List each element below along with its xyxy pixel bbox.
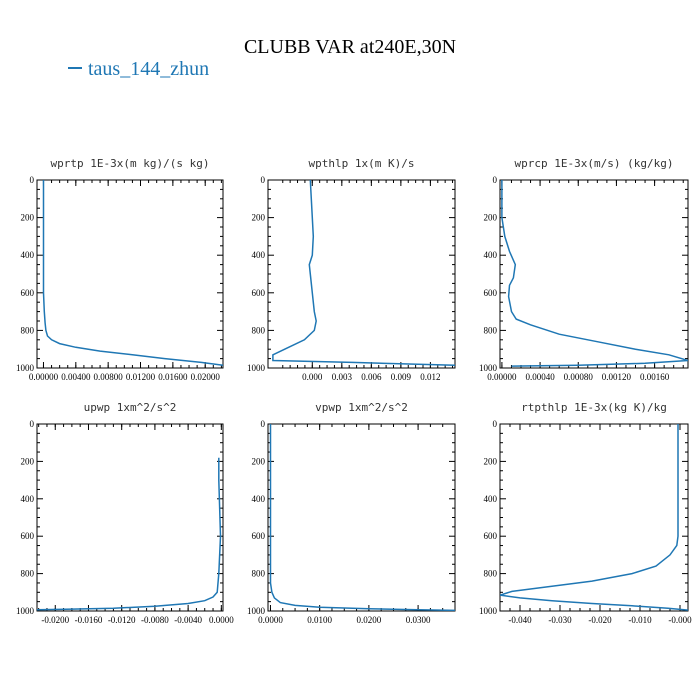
x-tick-label: 0.000 bbox=[302, 372, 323, 382]
y-tick-label: 800 bbox=[21, 569, 35, 579]
y-tick-label: 800 bbox=[252, 569, 266, 579]
x-tick-label: 0.01600 bbox=[158, 372, 188, 382]
x-tick-label: 0.00080 bbox=[564, 372, 594, 382]
y-tick-label: 1000 bbox=[479, 363, 498, 373]
legend-label: taus_144_zhun bbox=[88, 58, 210, 80]
y-tick-label: 600 bbox=[21, 288, 35, 298]
y-tick-label: 600 bbox=[252, 531, 266, 541]
series-line bbox=[501, 180, 688, 367]
panel-title: vpwp 1xm^2/s^2 bbox=[315, 401, 408, 414]
y-tick-label: 800 bbox=[21, 325, 35, 335]
plot-frame bbox=[499, 179, 689, 369]
y-tick-label: 0 bbox=[30, 419, 35, 429]
plot-frame bbox=[499, 423, 689, 612]
x-tick-label: 0.0100 bbox=[307, 615, 332, 625]
x-tick-label: -0.040 bbox=[508, 615, 532, 625]
panel-6: rtpthlp 1E-3x(kg K)/kg02004006008001000-… bbox=[479, 401, 692, 625]
x-tick-label: -0.030 bbox=[548, 615, 572, 625]
x-tick-label: -0.0080 bbox=[141, 615, 169, 625]
series-line bbox=[500, 424, 688, 611]
y-tick-label: 600 bbox=[21, 531, 35, 541]
series-line bbox=[42, 180, 223, 366]
y-tick-label: 600 bbox=[252, 288, 266, 298]
x-tick-label: 0.00000 bbox=[29, 372, 59, 382]
x-tick-label: 0.00800 bbox=[94, 372, 124, 382]
y-tick-label: 0 bbox=[493, 419, 498, 429]
panel-1: wprtp 1E-3x(m kg)/(s kg) 0 200 400 600 800 100… bbox=[16, 157, 224, 382]
series-line bbox=[272, 180, 455, 366]
y-tick-label: 600 bbox=[484, 531, 498, 541]
panel-2: wpthlp 1x(m K)/s 0 200 400 600 800 1000 0.000 0.… bbox=[247, 157, 456, 382]
x-tick-label: 0.006 bbox=[361, 372, 382, 382]
y-tick-label: 1000 bbox=[479, 606, 498, 616]
x-tick-label: 0.003 bbox=[332, 372, 353, 382]
panel-title: upwp 1xm^2/s^2 bbox=[84, 401, 177, 414]
x-tick-label: 0.009 bbox=[391, 372, 412, 382]
y-tick-label: 0 bbox=[30, 175, 35, 185]
series-line bbox=[269, 424, 455, 611]
y-tick-label: 200 bbox=[21, 456, 35, 466]
x-tick-label: 0.00000 bbox=[487, 372, 517, 382]
y-tick-label: 1000 bbox=[247, 363, 266, 373]
legend: taus_144_zhun bbox=[68, 58, 209, 81]
x-tick-label: 0.0300 bbox=[406, 615, 431, 625]
y-tick-label: 200 bbox=[484, 456, 498, 466]
y-tick-label: 1000 bbox=[16, 606, 35, 616]
plot-frame bbox=[36, 179, 224, 369]
x-tick-label: -0.0160 bbox=[75, 615, 103, 625]
x-tick-label: 0.0200 bbox=[357, 615, 382, 625]
legend-line-swatch bbox=[68, 67, 82, 70]
y-tick-label: 200 bbox=[252, 456, 266, 466]
x-tick-label: 0.02000 bbox=[191, 372, 221, 382]
y-tick-label: 800 bbox=[252, 325, 266, 335]
x-tick-label: 0.0000 bbox=[209, 615, 234, 625]
x-tick-label: -0.010 bbox=[628, 615, 652, 625]
plot-frame bbox=[267, 179, 456, 369]
y-tick-label: 200 bbox=[252, 213, 266, 223]
y-tick-label: 400 bbox=[252, 250, 266, 260]
panel-4: upwp 1xm^2/s^2 0 200 400 600 800 1000 -0.0200 -0… bbox=[16, 401, 234, 625]
y-tick-label: 800 bbox=[484, 325, 498, 335]
plot-frame bbox=[267, 423, 456, 612]
x-tick-label: -0.0120 bbox=[108, 615, 136, 625]
y-tick-label: 400 bbox=[252, 494, 266, 504]
y-tick-label: 0 bbox=[261, 175, 266, 185]
x-tick-label: 0.00400 bbox=[61, 372, 91, 382]
x-tick-label: 0.00120 bbox=[602, 372, 632, 382]
y-tick-label: 600 bbox=[484, 288, 498, 298]
x-tick-label: 0.00040 bbox=[525, 372, 555, 382]
figure-title: CLUBB VAR at240E,30N bbox=[243, 36, 457, 58]
x-tick-label: -0.020 bbox=[588, 615, 612, 625]
plot-frame bbox=[36, 423, 224, 612]
panel-3: wprcp 1E-3x(m/s) (kg/kg) 0 200 400 600 800 100… bbox=[479, 157, 689, 382]
y-tick-label: 1000 bbox=[247, 606, 266, 616]
x-tick-label: 0.0000 bbox=[258, 615, 283, 625]
x-tick-label: -0.0200 bbox=[41, 615, 69, 625]
y-tick-label: 0 bbox=[261, 419, 266, 429]
series-line bbox=[37, 457, 222, 611]
y-tick-label: 800 bbox=[484, 569, 498, 579]
x-tick-label: 0.00160 bbox=[640, 372, 670, 382]
panel-title: wprcp 1E-3x(m/s) (kg/kg) bbox=[515, 157, 674, 170]
y-tick-label: 200 bbox=[21, 213, 35, 223]
y-tick-label: 400 bbox=[484, 250, 498, 260]
y-tick-label: 200 bbox=[484, 213, 498, 223]
y-tick-label: 0 bbox=[493, 175, 498, 185]
y-tick-label: 400 bbox=[21, 494, 35, 504]
x-tick-label: -0.0040 bbox=[174, 615, 202, 625]
x-tick-label: 0.01200 bbox=[126, 372, 156, 382]
y-tick-label: 1000 bbox=[16, 363, 35, 373]
y-tick-label: 400 bbox=[21, 250, 35, 260]
x-tick-label: -0.000 bbox=[668, 615, 692, 625]
panel-title: rtpthlp 1E-3x(kg K)/kg bbox=[521, 401, 667, 414]
x-tick-label: 0.012 bbox=[420, 372, 440, 382]
panel-title: wprtp 1E-3x(m kg)/(s kg) bbox=[51, 157, 210, 170]
y-tick-label: 400 bbox=[484, 494, 498, 504]
panel-title: wpthlp 1x(m K)/s bbox=[309, 157, 415, 170]
